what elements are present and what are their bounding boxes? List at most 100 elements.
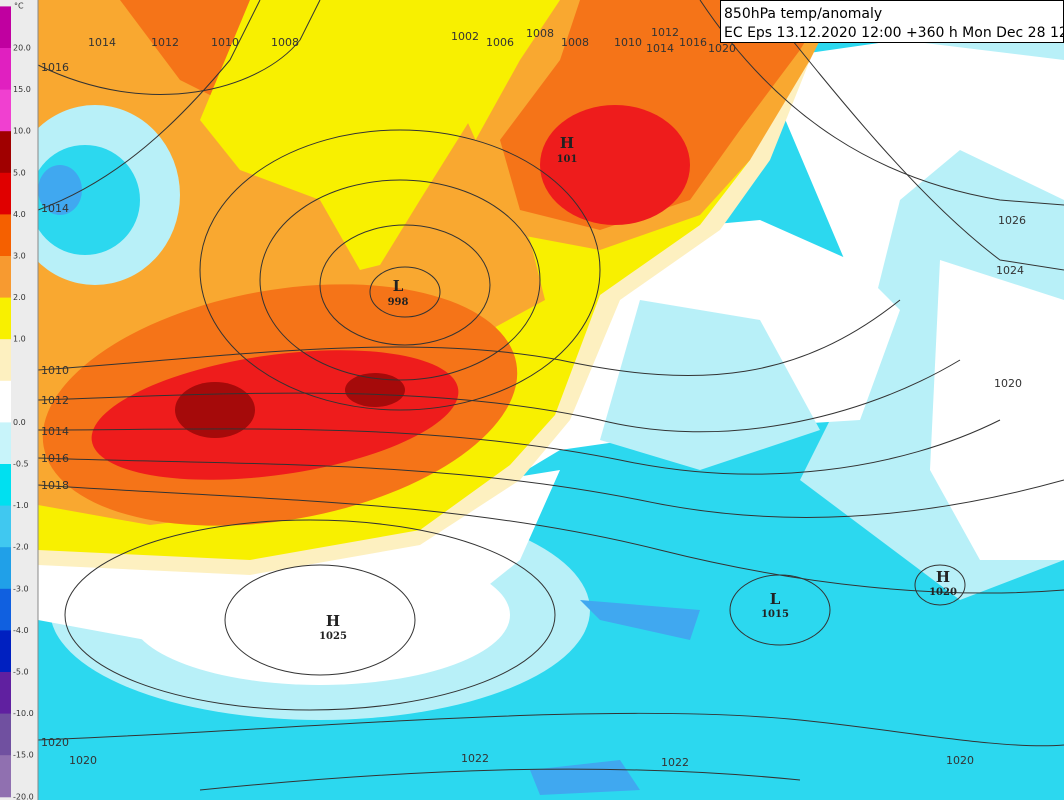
isobar-label: 1010: [614, 36, 642, 49]
isobar-label: 1014: [88, 36, 116, 49]
legend-labels: 20.0 15.0 10.0 5.0 4.0 3.0 2.0 1.0 0.0 -0.5 -1.0 -2…: [13, 44, 34, 800]
red-field: [540, 105, 690, 225]
isobar-label: 1006: [486, 36, 514, 49]
legend-label: 1.0: [13, 335, 26, 344]
colorbar-segment: [0, 214, 11, 257]
isobar-label: 1008: [561, 36, 589, 49]
colorbar-segment: [0, 464, 11, 507]
center-symbol: H: [936, 568, 950, 586]
title-line: EC Eps 13.12.2020 12:00 +360 h Mon Dec 2…: [724, 25, 1064, 41]
legend-label: 15.0: [13, 85, 31, 94]
center-symbol: L: [393, 277, 404, 295]
legend-label: -1.0: [13, 501, 29, 510]
legend-label: 5.0: [13, 168, 26, 177]
legend-label: -3.0: [13, 584, 29, 593]
isobar: [699, 0, 1064, 206]
colorbar-segment: [0, 505, 11, 548]
isobar: [224, 564, 416, 676]
isobar: [259, 179, 541, 381]
dark-red-field: [345, 373, 405, 407]
isobar-label: 1020: [994, 377, 1022, 390]
legend-label: -10.0: [13, 709, 34, 718]
isobar-label: 1014: [646, 42, 674, 55]
isobar-label: 1008: [271, 36, 299, 49]
isobar-label: 1020: [69, 754, 97, 767]
colorbar-segment: [0, 48, 11, 91]
colorbar-segment: [0, 256, 11, 299]
colorbar-segment: [0, 6, 11, 49]
pressure-centers: H 101 L 998 H 1025 L 1015 H 1020: [319, 134, 957, 642]
isobar: [199, 129, 601, 411]
legend-label: 20.0: [13, 44, 31, 53]
isobar: [37, 457, 1064, 518]
greenland-yellow: [200, 0, 520, 270]
legend-label: -20.0: [13, 792, 34, 800]
isobar-label: 1022: [661, 756, 689, 769]
blue-field: [38, 165, 82, 215]
legend-label: 3.0: [13, 252, 26, 261]
isobar-label: 1020: [946, 754, 974, 767]
isobar: [37, 484, 1064, 594]
colorbar: [0, 6, 11, 798]
isobar-label: 1010: [41, 364, 69, 377]
legend-label: 4.0: [13, 210, 26, 219]
legend-label: 2.0: [13, 293, 26, 302]
isobar-label: 1014: [41, 202, 69, 215]
center-value: 998: [388, 297, 409, 308]
center-symbol: H: [326, 612, 340, 630]
colorbar-segment: [0, 547, 11, 590]
title-line: 850hPa temp/anomaly: [724, 6, 882, 22]
colorbar-segment: [0, 588, 11, 631]
colorbar-segment: [0, 172, 11, 215]
isobar-labels: 1014 1012 1010 1008 1002 1006 1008 1008 …: [41, 26, 1026, 769]
isobar-label: 1016: [41, 61, 69, 74]
isobar: [37, 712, 1064, 747]
colorbar-segment: [0, 339, 11, 382]
blue-field: [580, 600, 700, 640]
isobar-label: 1002: [451, 30, 479, 43]
legend-label: 0.0: [13, 418, 26, 427]
white-field: [130, 545, 510, 685]
isobar-label: 1010: [211, 36, 239, 49]
isobar: [319, 224, 491, 346]
colorbar-segment: [0, 630, 11, 673]
isobar: [37, 0, 261, 211]
center-symbol: L: [770, 590, 781, 608]
dark-red-field: [175, 382, 255, 438]
isobar-label: 1012: [651, 26, 679, 39]
isobar-label: 1016: [41, 452, 69, 465]
isobar: [37, 359, 961, 433]
center-value: 1015: [761, 609, 789, 620]
isobar-label: 1022: [461, 752, 489, 765]
isobar-label: 1008: [526, 27, 554, 40]
isobar: [369, 266, 441, 318]
legend-label: -2.0: [13, 543, 29, 552]
center-value: 1025: [319, 631, 347, 642]
legend-label: -5.0: [13, 668, 29, 677]
colorbar-segment: [0, 89, 11, 132]
isobar: [199, 768, 801, 791]
center-value: 101: [557, 154, 578, 165]
isobar: [64, 519, 556, 711]
colorbar-segment: [0, 380, 11, 423]
colorbar-segment: [0, 297, 11, 340]
center-value: 1020: [929, 587, 957, 598]
colorbar-segment: [0, 131, 11, 174]
legend-unit: °C: [14, 2, 24, 11]
legend-label: -15.0: [13, 751, 34, 760]
isobar-label: 1020: [41, 736, 69, 749]
isobar-label: 1020: [708, 42, 736, 55]
colorbar-segment: [0, 755, 11, 798]
isobar: [37, 299, 901, 377]
isobar-label: 1016: [679, 36, 707, 49]
colorbar-segment: [0, 672, 11, 715]
isobar: [914, 564, 966, 606]
legend-label: -4.0: [13, 626, 29, 635]
colorbar-segment: [0, 713, 11, 756]
white-field: [930, 260, 1064, 560]
isobar: [37, 419, 1001, 475]
isobar-label: 1014: [41, 425, 69, 438]
isobar-label: 1026: [998, 214, 1026, 227]
